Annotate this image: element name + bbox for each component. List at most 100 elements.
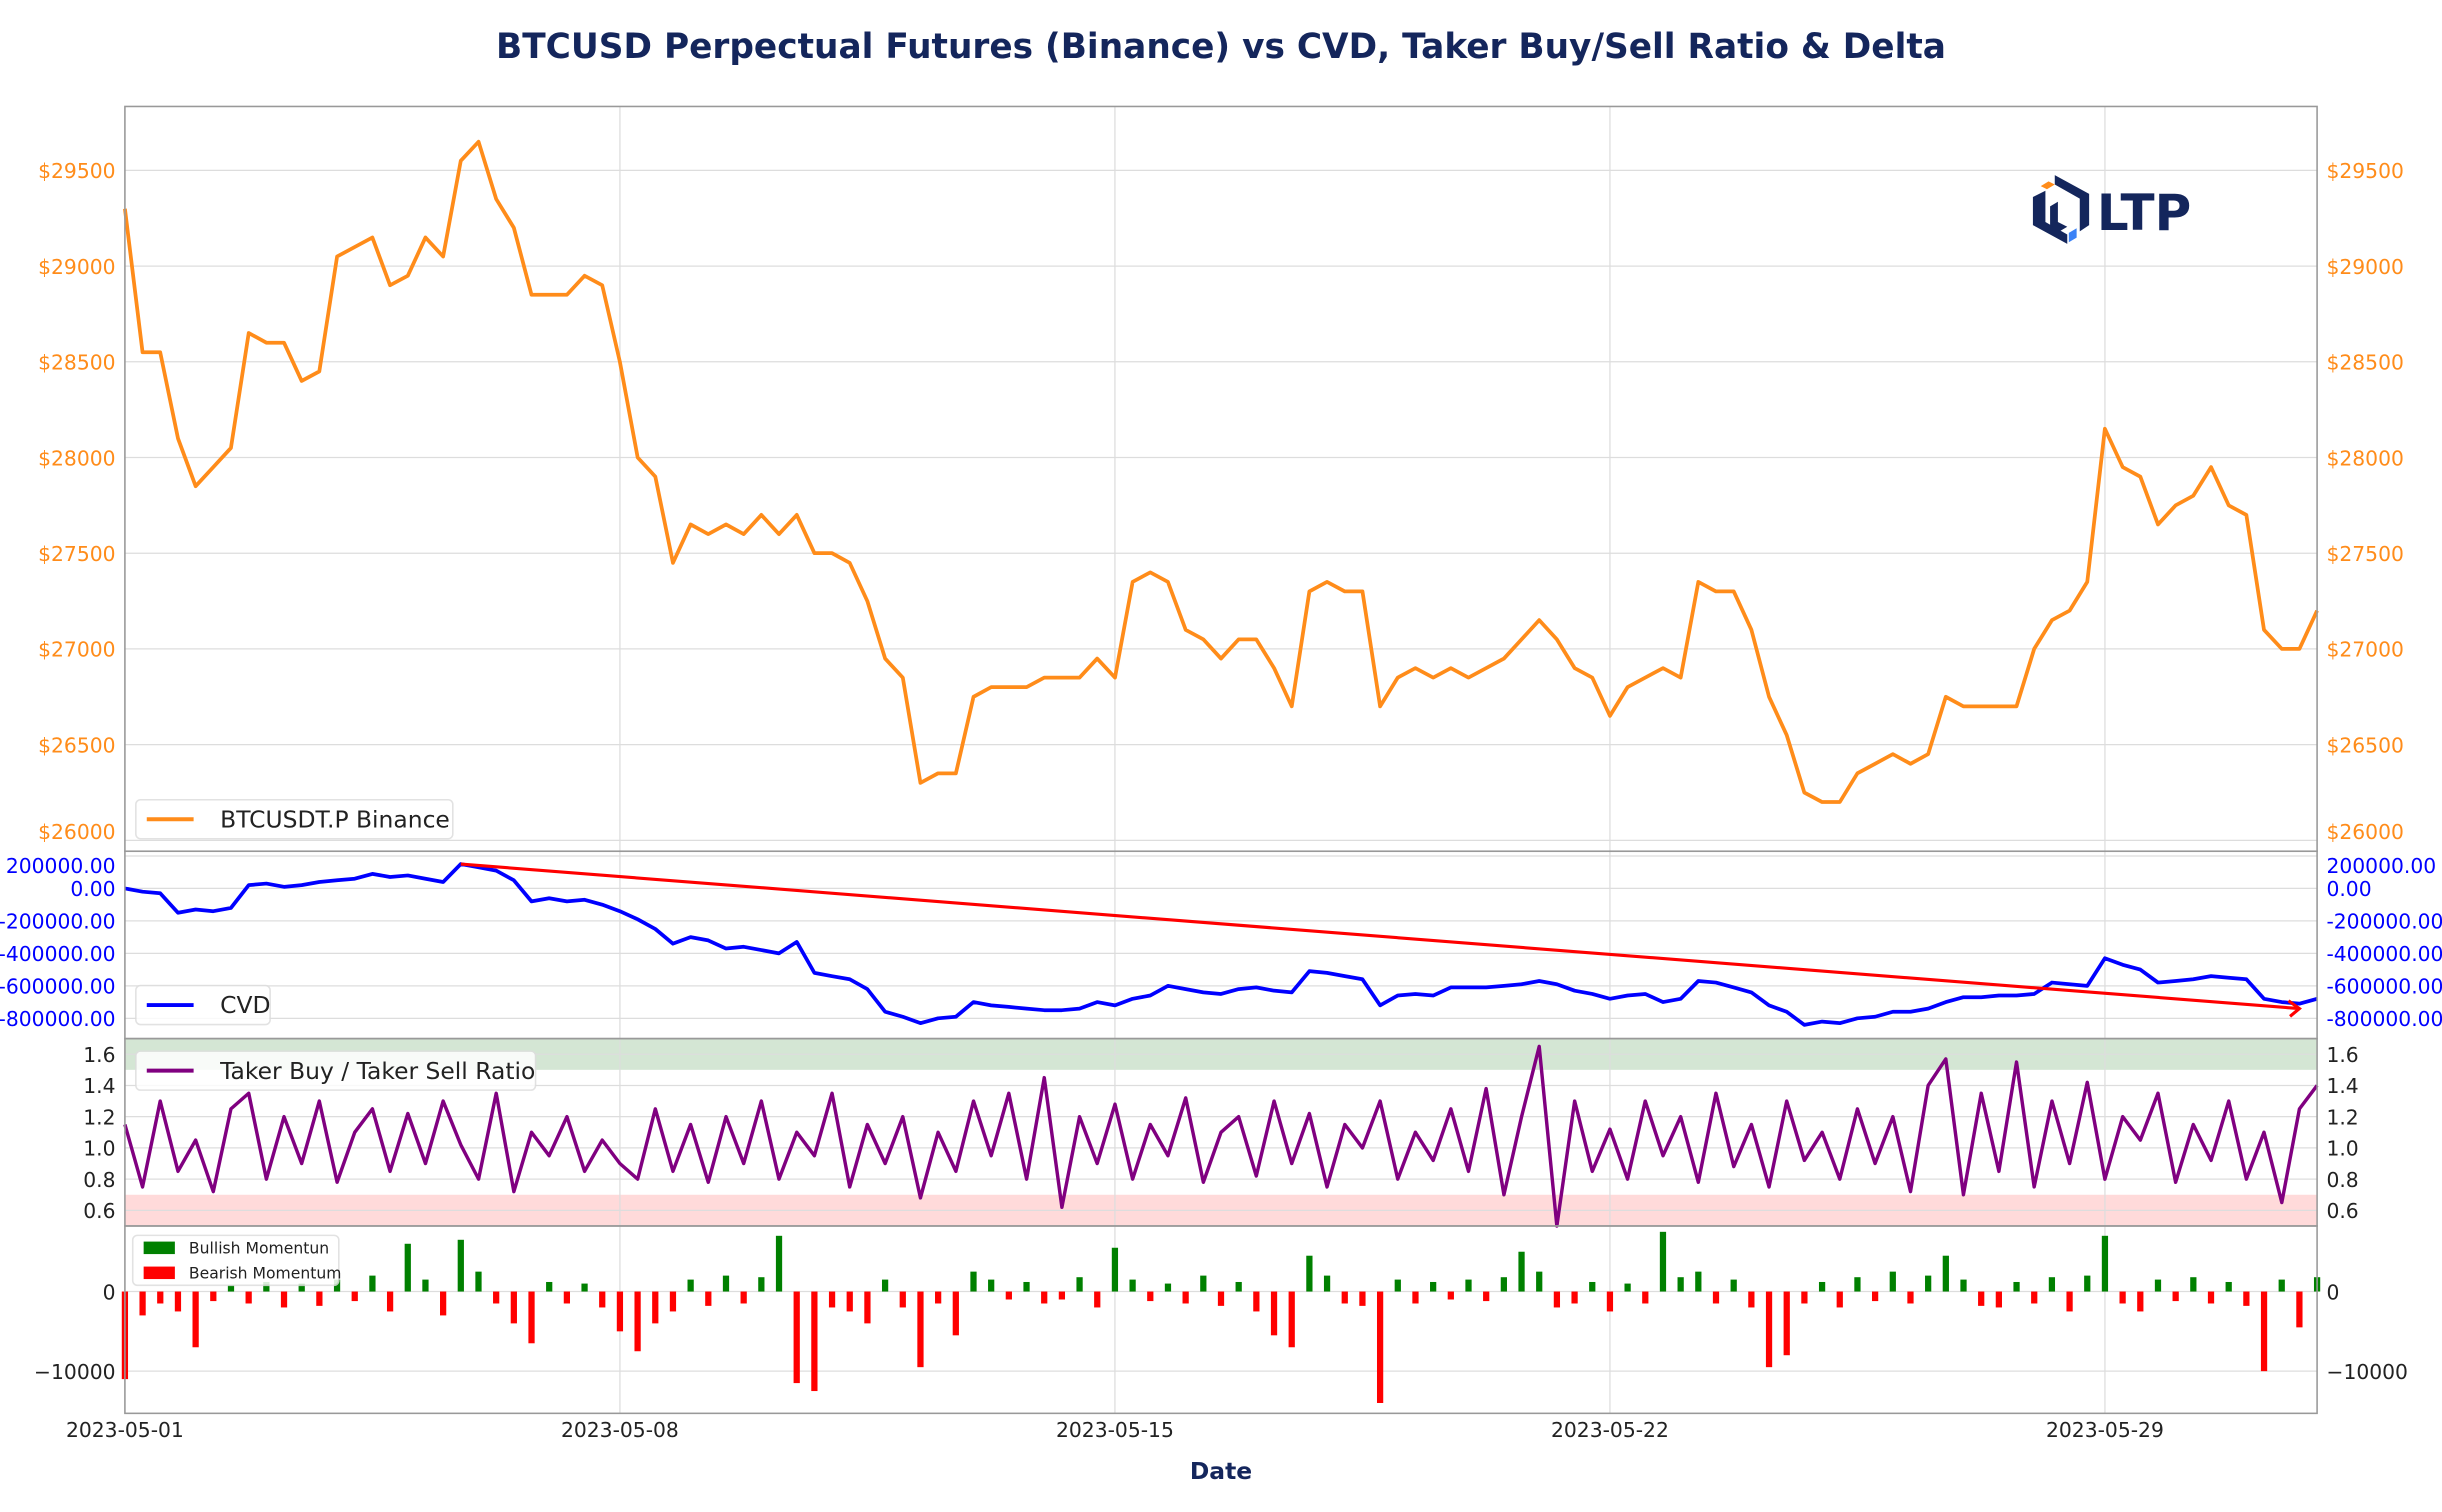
ltp-logo: LTP <box>2032 175 2191 244</box>
bearish-bar <box>1571 1291 1578 1304</box>
bearish-bar <box>1253 1291 1260 1312</box>
bearish-bar <box>1217 1291 1225 1306</box>
bullish-bar <box>298 1283 305 1292</box>
y-tick-label-right: 0.8 <box>2326 1168 2358 1192</box>
y-tick-label-left: $26500 <box>38 733 115 757</box>
bearish-bar <box>1748 1291 1755 1308</box>
bullish-bar <box>2278 1279 2285 1292</box>
bullish-bar <box>2084 1275 2091 1292</box>
bearish-bar <box>634 1291 641 1352</box>
y-tick-label-right: $29500 <box>2326 159 2403 183</box>
y-tick-label-right: -200000.00 <box>2326 910 2442 934</box>
bullish-bar <box>881 1279 889 1292</box>
bullish-bar <box>1500 1277 1507 1292</box>
bullish-bar <box>1323 1275 1331 1292</box>
y-tick-label-left: $28000 <box>38 446 115 470</box>
bearish-bar <box>2137 1291 2144 1312</box>
bullish-bar <box>1430 1281 1437 1292</box>
legend-swatch <box>143 1241 175 1255</box>
bullish-bar <box>1730 1279 1737 1292</box>
y-tick-label-right: $27000 <box>2326 638 2403 662</box>
panel-frame <box>124 1225 2318 1415</box>
bullish-bar <box>1129 1279 1136 1292</box>
y-tick-label-right: 1.4 <box>2326 1074 2358 1098</box>
bearish-bar <box>917 1291 924 1368</box>
bearish-bar <box>1341 1291 1348 1304</box>
bearish-bar <box>1058 1291 1066 1300</box>
bearish-bar <box>493 1291 500 1304</box>
bullish-bar <box>1465 1279 1472 1292</box>
cvd-line <box>124 862 2318 1027</box>
bullish-bar <box>1518 1251 1525 1292</box>
bearish-bar <box>1712 1291 1720 1304</box>
price-line <box>123 139 2319 804</box>
y-tick-label-right: $28500 <box>2326 351 2403 375</box>
y-tick-label-right: 0.6 <box>2326 1199 2358 1223</box>
x-tick-label: 2023-05-15 <box>1056 1418 1174 1442</box>
price-legend <box>135 798 454 840</box>
bullish-bar <box>1677 1277 1684 1292</box>
bearish-bar <box>1801 1291 1808 1304</box>
y-tick-label-right: 0 <box>2326 1280 2339 1304</box>
x-tick-label: 2023-05-22 <box>1551 1418 1669 1442</box>
bearish-bar <box>139 1291 146 1316</box>
chart-title: BTCUSD Perpectual Futures (Binance) vs C… <box>496 27 1946 67</box>
bearish-bar <box>1871 1291 1879 1302</box>
bearish-bar <box>828 1291 836 1308</box>
bearish-bar <box>935 1291 942 1304</box>
bearish-bar <box>2296 1291 2303 1328</box>
bearish-bar <box>386 1291 394 1312</box>
bullish-bar <box>775 1235 783 1292</box>
x-tick-label: 2023-05-01 <box>66 1418 184 1442</box>
bearish-bar <box>510 1291 517 1324</box>
cvd-legend <box>135 984 271 1026</box>
y-tick-label-right: 1.0 <box>2326 1137 2358 1161</box>
trendline-arrowhead <box>2287 999 2302 1018</box>
bullish-bar <box>988 1279 995 1292</box>
bearish-bar <box>1606 1291 1614 1312</box>
bullish-bar <box>758 1277 765 1292</box>
bullish-bar <box>1624 1283 1631 1292</box>
y-tick-label-right: −10000 <box>2326 1360 2408 1384</box>
x-axis-label: Date <box>1190 1457 1252 1485</box>
bearish-bar <box>1412 1291 1419 1304</box>
x-tick-label: 2023-05-29 <box>2046 1418 2164 1442</box>
bearish-bar <box>1907 1291 1914 1304</box>
bullish-bar <box>1659 1231 1667 1292</box>
bullish-bar <box>2013 1281 2020 1292</box>
bearish-bar <box>652 1291 659 1324</box>
y-tick-label-left: -800000.00 <box>0 1007 116 1031</box>
bearish-bar <box>1995 1291 2002 1308</box>
bearish-bar <box>1642 1291 1649 1304</box>
bullish-bar <box>1589 1281 1596 1292</box>
bullish-bar <box>1889 1271 1896 1292</box>
y-tick-label-right: -600000.00 <box>2326 975 2442 999</box>
bearish-bar <box>2066 1291 2073 1312</box>
bullish-bar <box>1111 1247 1119 1292</box>
y-tick-label-left: 0.6 <box>83 1199 115 1223</box>
bearish-bar <box>528 1291 535 1344</box>
legend-label: CVD <box>220 991 270 1019</box>
bullish-bar <box>457 1239 464 1292</box>
y-tick-label-left: -400000.00 <box>0 942 116 966</box>
bullish-bar <box>1695 1271 1702 1292</box>
y-tick-label-right: $28000 <box>2326 446 2403 470</box>
bullish-bar <box>369 1275 376 1292</box>
bearish-bar <box>210 1291 217 1302</box>
bullish-bar <box>422 1279 429 1292</box>
bullish-bar <box>263 1281 270 1292</box>
bullish-bar <box>1960 1279 1967 1292</box>
bearish-bar <box>599 1291 606 1308</box>
legend-label: Bullish Momentun <box>189 1239 329 1257</box>
y-tick-label-right: $29000 <box>2326 255 2403 279</box>
y-tick-label-left: -600000.00 <box>0 975 116 999</box>
bearish-bar <box>1836 1291 1843 1308</box>
y-tick-label-right: $26500 <box>2326 733 2403 757</box>
bullish-bar <box>2101 1235 2109 1292</box>
bullish-bar <box>1076 1277 1083 1292</box>
bullish-bar <box>546 1281 553 1292</box>
bearish-bar <box>192 1291 199 1348</box>
bearish-bar <box>1447 1291 1454 1300</box>
legend-swatch <box>143 1266 175 1280</box>
